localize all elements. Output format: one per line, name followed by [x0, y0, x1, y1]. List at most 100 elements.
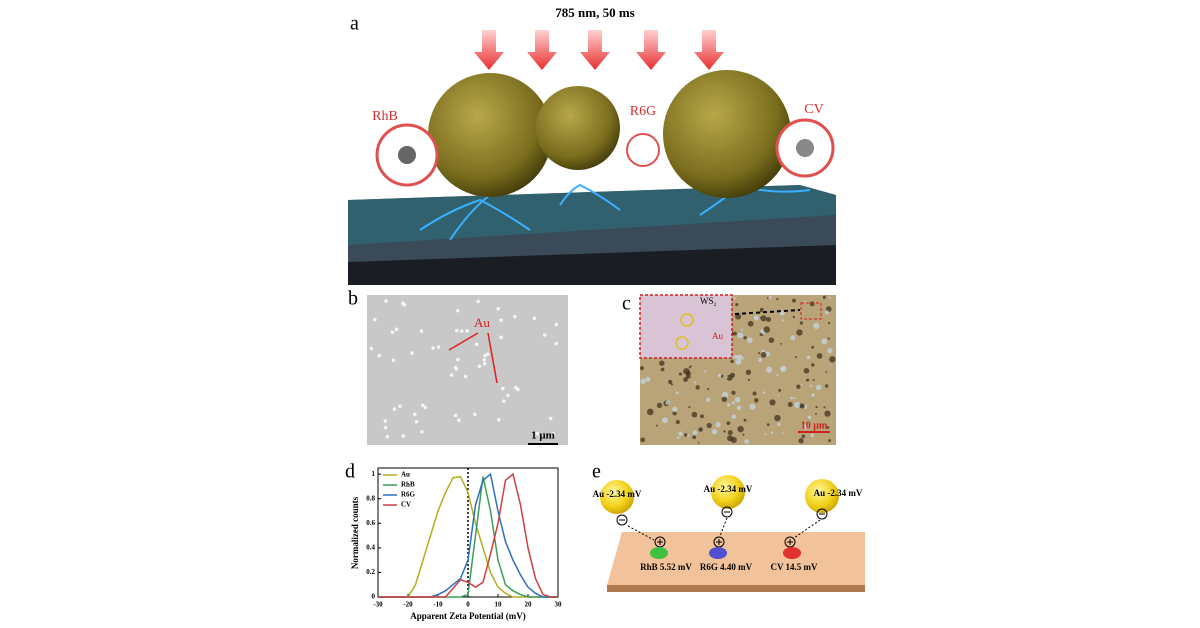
texture	[737, 332, 744, 339]
x-tick-label: -10	[433, 601, 443, 609]
panel-c: c WS₂ Au 10 μm	[622, 293, 836, 445]
texture	[715, 422, 721, 428]
texture	[804, 300, 807, 303]
texture	[790, 335, 796, 341]
texture	[776, 374, 779, 377]
x-axis-label: Apparent Zeta Potential (mV)	[410, 611, 526, 621]
texture	[780, 365, 787, 373]
texture	[769, 296, 772, 299]
texture	[826, 426, 830, 429]
texture	[676, 436, 680, 440]
particle	[465, 329, 470, 333]
texture	[809, 301, 815, 307]
particle	[419, 329, 424, 333]
texture	[790, 396, 794, 400]
texture	[824, 410, 831, 417]
particle-label: Au -2.34 mV	[704, 484, 753, 494]
y-tick-label: 0.4	[366, 543, 375, 551]
texture	[678, 431, 683, 437]
particle	[453, 365, 458, 370]
texture	[660, 367, 665, 372]
particle	[384, 299, 388, 303]
panel-label: c	[622, 293, 631, 315]
texture	[747, 378, 750, 381]
texture	[737, 354, 743, 361]
particle	[410, 351, 414, 355]
y-tick-label: 0.8	[366, 494, 375, 502]
texture	[809, 384, 813, 387]
annotation: Au	[474, 315, 490, 330]
particle	[554, 322, 559, 327]
inset-label: WS₂	[700, 296, 717, 306]
texture	[760, 315, 767, 322]
texture	[749, 403, 756, 410]
texture	[640, 437, 646, 443]
particle	[482, 361, 487, 366]
texture	[827, 337, 830, 340]
sem-image	[367, 295, 568, 445]
texture	[707, 388, 710, 391]
texture	[735, 303, 739, 307]
y-tick-label: 0.2	[366, 568, 375, 576]
particle	[513, 385, 518, 390]
legend-label: Au	[401, 471, 410, 479]
particle	[459, 329, 464, 333]
texture	[766, 423, 770, 426]
texture	[670, 383, 673, 386]
molecule-label: RhB 5.52 mV	[640, 562, 692, 572]
texture	[799, 403, 805, 409]
texture	[825, 384, 829, 388]
texture	[742, 433, 745, 436]
particle	[477, 364, 482, 369]
texture	[811, 393, 815, 397]
y-tick-label: 0	[372, 593, 376, 601]
texture	[726, 421, 731, 426]
texture	[777, 394, 780, 397]
texture	[796, 329, 803, 336]
texture	[745, 369, 752, 375]
texture	[675, 419, 680, 425]
particle	[496, 306, 501, 311]
texture	[815, 384, 822, 391]
texture	[723, 430, 726, 433]
particle	[391, 358, 396, 362]
y-tick-label: 0.6	[366, 519, 375, 527]
series-line	[378, 472, 558, 598]
texture	[802, 423, 809, 430]
texture	[821, 338, 828, 345]
texture	[683, 377, 688, 382]
texture	[794, 401, 801, 409]
particle	[482, 357, 487, 362]
particle	[554, 341, 559, 346]
texture	[647, 408, 654, 416]
scale-bar-label: 10 μm	[801, 420, 828, 431]
texture	[655, 424, 658, 427]
texture	[686, 434, 690, 437]
particle	[385, 434, 390, 439]
particle	[472, 412, 477, 417]
particle	[535, 431, 540, 436]
particle	[401, 434, 406, 438]
x-tick-label: -20	[403, 601, 413, 609]
texture	[747, 320, 754, 327]
particle	[499, 318, 503, 322]
texture	[744, 439, 750, 444]
texture	[742, 357, 745, 360]
texture	[731, 401, 735, 405]
texture	[824, 310, 829, 315]
texture	[672, 410, 677, 416]
texture	[759, 310, 762, 313]
texture	[815, 412, 817, 415]
texture	[766, 317, 771, 322]
texture	[727, 430, 733, 435]
texture	[693, 381, 697, 384]
texture	[758, 358, 763, 362]
texture	[768, 337, 775, 343]
texture	[823, 406, 826, 409]
laser-label: 785 nm, 50 ms	[555, 5, 634, 20]
legend-label: CV	[401, 501, 411, 509]
texture	[698, 427, 703, 432]
particle	[383, 425, 388, 430]
particle	[431, 346, 435, 350]
texture	[796, 384, 801, 389]
